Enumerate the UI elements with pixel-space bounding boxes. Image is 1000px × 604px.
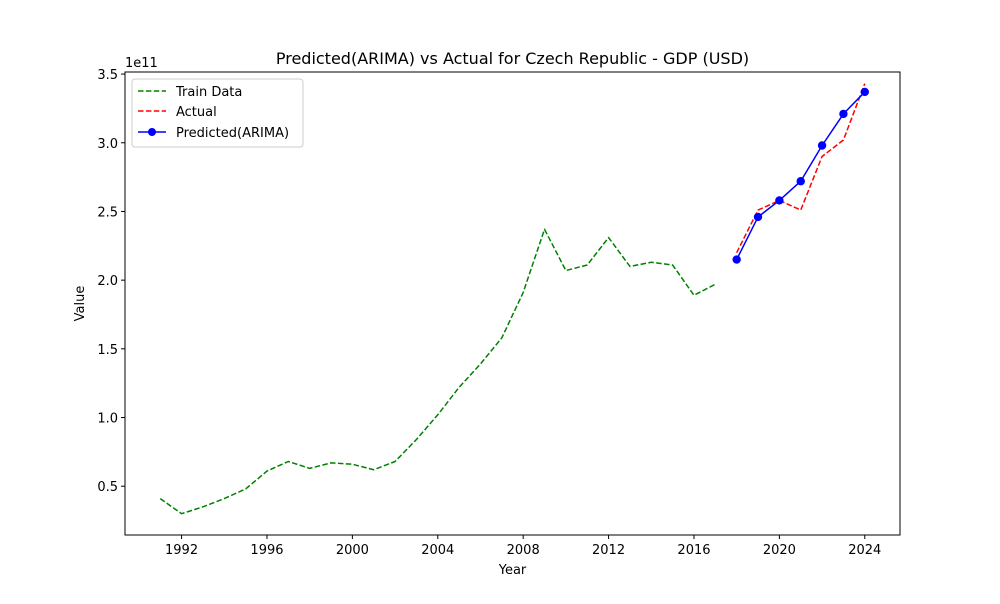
chart-title: Predicted(ARIMA) vs Actual for Czech Rep… <box>276 49 749 68</box>
legend-label-actual: Actual <box>176 105 217 120</box>
legend: Train Data Actual Predicted(ARIMA) <box>131 78 304 148</box>
legend-entry-actual: Actual <box>138 105 217 120</box>
data-point-predicted-arima <box>839 109 848 119</box>
data-point-predicted-arima <box>796 177 805 186</box>
x-tick-label: 2004 <box>421 543 454 558</box>
data-point-predicted-arima <box>860 87 869 97</box>
x-tick-label: 2016 <box>677 543 710 558</box>
y-axis-ticks: 0.5 1.0 1.5 2.0 2.5 3.0 3.5 <box>97 68 125 495</box>
series-layer <box>159 83 869 515</box>
x-tick-label: 2012 <box>592 543 625 558</box>
y-axis-label: Value <box>73 286 88 322</box>
data-point-predicted-arima <box>817 141 827 150</box>
legend-label-train-data: Train Data <box>175 85 242 100</box>
data-point-predicted-arima <box>753 212 763 222</box>
y-tick-label: 1.5 <box>97 343 118 358</box>
series-line-train-data <box>159 228 716 515</box>
x-tick-label: 1992 <box>165 543 198 558</box>
y-tick-label: 3.5 <box>97 68 118 83</box>
legend-entry-predicted-arima: Predicted(ARIMA) <box>138 126 289 141</box>
series-line-actual <box>735 83 866 254</box>
y-tick-label: 2.5 <box>97 205 118 220</box>
y-tick-label: 0.5 <box>97 480 118 495</box>
y-axis-scale-label: 1e11 <box>125 56 158 71</box>
legend-entry-train-data: Train Data <box>138 85 242 100</box>
legend-box <box>131 78 304 148</box>
x-tick-label: 1996 <box>250 543 283 558</box>
legend-label-predicted-arima: Predicted(ARIMA) <box>176 126 289 141</box>
x-tick-label: 2000 <box>336 543 369 558</box>
x-tick-label: 2024 <box>848 543 881 558</box>
x-axis-label: Year <box>498 563 527 578</box>
data-point-predicted-arima <box>775 196 784 205</box>
y-tick-label: 1.0 <box>97 412 118 427</box>
plot-area-frame <box>124 71 901 536</box>
y-tick-label: 3.0 <box>97 137 118 152</box>
data-point-predicted-arima <box>732 255 741 264</box>
x-tick-label: 2008 <box>507 543 540 558</box>
x-tick-label: 2020 <box>763 543 796 558</box>
x-axis-ticks: 1992 1996 2000 2004 2008 2012 2016 2020 2024 <box>165 535 881 558</box>
y-tick-label: 2.0 <box>97 274 118 289</box>
legend-marker-predicted-arima <box>148 128 156 136</box>
